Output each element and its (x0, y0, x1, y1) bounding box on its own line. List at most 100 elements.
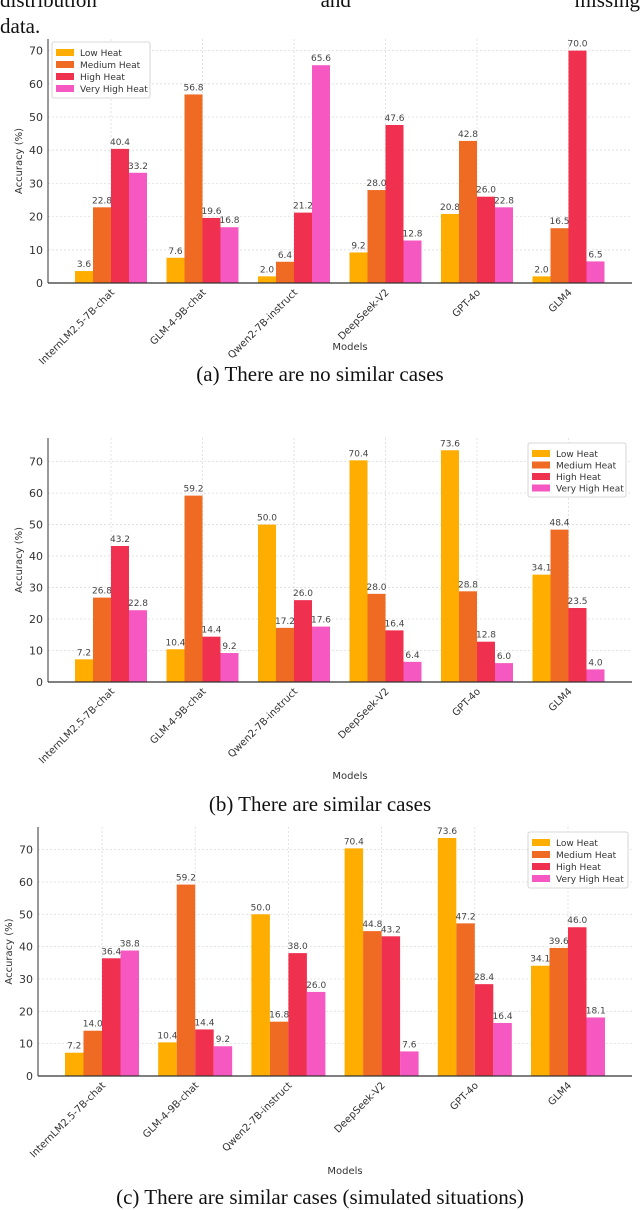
data-label: 16.8 (269, 1011, 289, 1021)
bar (403, 661, 422, 682)
data-label: 28.0 (366, 583, 386, 593)
data-label: 19.6 (201, 207, 221, 217)
data-label: 65.6 (311, 54, 331, 64)
data-label: 4.0 (588, 658, 603, 668)
y-tick-label: 10 (29, 244, 43, 257)
data-label: 2.0 (534, 265, 549, 275)
bar (93, 207, 111, 283)
bar (403, 240, 422, 283)
y-tick-label: 70 (29, 456, 43, 469)
y-tick-label: 0 (36, 676, 43, 689)
bar (202, 636, 221, 682)
data-label: 34.1 (530, 955, 550, 965)
data-label: 17.6 (311, 616, 331, 626)
bar (213, 1046, 233, 1076)
bar (202, 217, 221, 283)
word: and (320, 0, 351, 12)
legend-box (51, 41, 151, 99)
bar (258, 524, 276, 682)
data-label: 48.4 (549, 519, 569, 529)
y-tick-label: 60 (19, 876, 33, 889)
bar (120, 950, 139, 1076)
bar (65, 1052, 84, 1076)
bar (75, 271, 93, 283)
data-label: 21.2 (293, 202, 313, 212)
y-tick-label: 70 (29, 45, 43, 58)
data-label: 38.0 (288, 942, 308, 952)
bar (129, 610, 147, 682)
legend-label: Very High Heat (556, 875, 624, 885)
data-label: 59.2 (176, 874, 196, 884)
data-label: 42.8 (458, 130, 478, 140)
bar (306, 991, 326, 1076)
bar (129, 172, 147, 283)
data-label: 44.8 (362, 920, 382, 930)
bar (385, 630, 404, 682)
data-label: 22.8 (494, 196, 514, 206)
x-axis-label: Models (332, 771, 367, 782)
data-label: 22.8 (92, 196, 112, 206)
bar (367, 190, 386, 283)
legend-label: Low Heat (80, 49, 122, 59)
bar (111, 148, 129, 283)
data-label: 3.6 (77, 260, 92, 270)
data-label: 70.0 (567, 40, 587, 50)
y-tick-label: 30 (29, 582, 43, 595)
bar (288, 953, 307, 1076)
bar (477, 196, 495, 283)
y-tick-label: 50 (29, 111, 43, 124)
data-label: 36.4 (101, 947, 121, 957)
legend-label: Low Heat (556, 839, 598, 849)
bar (586, 1017, 605, 1076)
data-label: 12.8 (476, 631, 496, 641)
data-label: 38.8 (120, 940, 140, 950)
y-tick-label: 30 (29, 177, 43, 190)
bar (184, 94, 203, 283)
bar (294, 600, 312, 682)
bar (276, 261, 294, 283)
data-label: 6.0 (497, 652, 512, 662)
data-label: 73.6 (437, 827, 457, 837)
x-tick-label: GLM-4-9B-chat (141, 1080, 201, 1140)
data-label: 10.4 (165, 638, 185, 648)
bar (459, 140, 477, 283)
bar (349, 252, 368, 283)
legend-swatch (56, 73, 74, 80)
bar (477, 641, 495, 682)
data-label: 9.2 (351, 241, 365, 251)
legend-label: High Heat (556, 473, 601, 483)
data-label: 39.6 (549, 937, 569, 947)
bar (276, 627, 294, 682)
data-label: 73.6 (440, 439, 460, 449)
y-tick-label: 20 (19, 1005, 33, 1018)
data-label: 16.5 (549, 217, 569, 227)
bar (495, 207, 513, 283)
data-label: 26.0 (293, 589, 313, 599)
bar (349, 460, 368, 682)
data-label: 59.2 (183, 485, 203, 495)
bar (568, 927, 587, 1076)
data-label: 46.0 (567, 916, 587, 926)
data-label: 50.0 (257, 514, 277, 524)
legend-swatch (532, 461, 550, 469)
legend-label: Low Heat (556, 450, 598, 460)
y-tick-label: 50 (19, 908, 33, 921)
legend-swatch (532, 851, 550, 858)
bar (367, 593, 386, 682)
x-tick-label: GPT-4o (448, 1080, 481, 1113)
legend-label: Very High Heat (80, 85, 148, 95)
data-label: 6.4 (278, 251, 293, 261)
legend-swatch (532, 450, 550, 457)
y-tick-label: 10 (19, 1038, 33, 1051)
legend-box (527, 831, 629, 889)
bar (294, 212, 312, 283)
y-tick-label: 60 (29, 78, 43, 91)
body-text-line-2: data. (0, 14, 41, 38)
y-tick-label: 30 (19, 973, 33, 986)
bar (258, 276, 276, 283)
y-tick-label: 70 (19, 844, 33, 857)
bar (400, 1051, 419, 1076)
data-label: 16.4 (384, 619, 404, 629)
